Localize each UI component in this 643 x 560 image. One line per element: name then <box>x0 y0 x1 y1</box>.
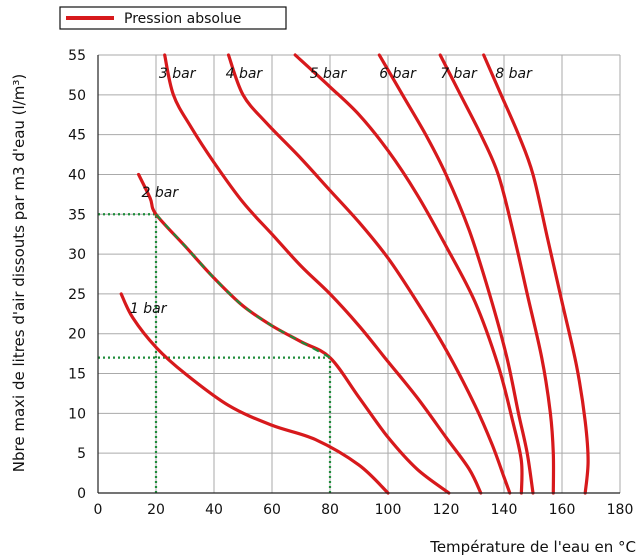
curve-label: 8 bar <box>495 66 533 82</box>
x-tick-label: 100 <box>375 502 402 518</box>
y-tick-label: 30 <box>68 247 86 263</box>
y-tick-label: 0 <box>77 486 86 502</box>
x-tick-label: 160 <box>549 502 576 518</box>
curve-label: 2 bar <box>142 185 180 201</box>
x-tick-label: 20 <box>147 502 165 518</box>
curve-4-bar <box>226 53 512 495</box>
y-tick-label: 40 <box>68 167 86 183</box>
highlight-group <box>155 213 331 359</box>
legend-label: Pression absolue <box>124 11 241 27</box>
y-tick-label: 20 <box>68 327 86 343</box>
curve-5-bar <box>293 53 524 495</box>
grid <box>98 54 621 493</box>
x-axis-title: Température de l'eau en °C <box>429 538 636 556</box>
curve-1-bar <box>119 292 390 495</box>
y-tick-label: 50 <box>68 88 86 104</box>
series-group <box>119 53 590 495</box>
curve-label: 1 bar <box>130 301 168 317</box>
highlight-segment <box>155 213 331 359</box>
reference-lines <box>98 213 332 493</box>
curve-label: 3 bar <box>159 66 197 82</box>
legend-box <box>59 6 287 30</box>
y-tick-label: 45 <box>68 128 86 144</box>
curve-7-bar <box>438 53 556 495</box>
y-tick-label: 15 <box>68 367 86 383</box>
y-tick-label: 5 <box>77 446 86 462</box>
y-axis-title: Nbre maxi de litres d'air dissouts par m… <box>10 74 28 472</box>
curve-label: 7 bar <box>440 66 478 82</box>
x-tick-label: 80 <box>321 502 339 518</box>
curve-3-bar <box>163 53 483 495</box>
x-tick-label: 180 <box>607 502 634 518</box>
curve-label: 5 bar <box>310 66 348 82</box>
curve-label: 4 bar <box>226 66 264 82</box>
y-tick-label: 55 <box>68 48 86 64</box>
y-tick-label: 25 <box>68 287 86 303</box>
axes <box>97 55 620 494</box>
x-tick-label: 120 <box>433 502 460 518</box>
x-tick-label: 60 <box>263 502 281 518</box>
curve-labels: 1 bar 2 bar 3 bar 4 bar 5 bar 6 bar 7 bar 8 bar <box>130 66 533 317</box>
curve-label: 6 bar <box>379 66 417 82</box>
x-tick-label: 40 <box>205 502 223 518</box>
y-tick-label: 10 <box>68 406 86 422</box>
legend: Pression absolue <box>59 6 287 30</box>
curve-6-bar <box>377 53 535 495</box>
y-tick-label: 35 <box>68 207 86 223</box>
x-tick-label: 140 <box>491 502 518 518</box>
tick-labels: 0 20 40 60 80 100 120 140 160 180 0 5 10 15 20 25 30 35 40… <box>68 48 633 518</box>
x-tick-label: 0 <box>94 502 103 518</box>
curve-8-bar <box>482 53 590 495</box>
